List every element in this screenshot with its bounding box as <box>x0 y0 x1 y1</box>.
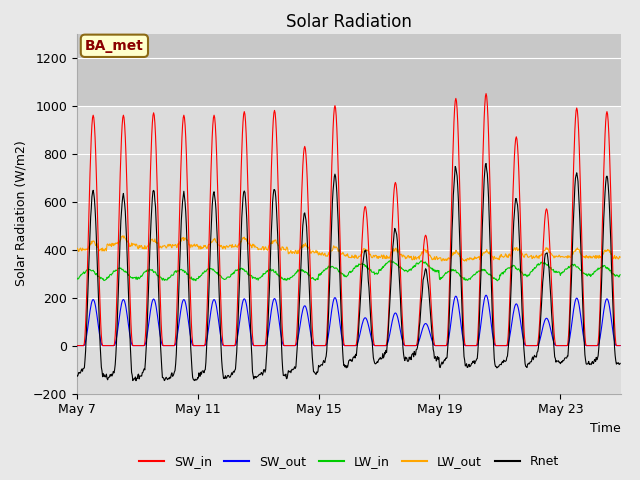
Y-axis label: Solar Radiation (W/m2): Solar Radiation (W/m2) <box>14 141 27 287</box>
Text: BA_met: BA_met <box>85 39 144 53</box>
X-axis label: Time: Time <box>590 422 621 435</box>
Title: Solar Radiation: Solar Radiation <box>286 12 412 31</box>
Legend: SW_in, SW_out, LW_in, LW_out, Rnet: SW_in, SW_out, LW_in, LW_out, Rnet <box>134 450 564 473</box>
Bar <box>77 34 621 106</box>
